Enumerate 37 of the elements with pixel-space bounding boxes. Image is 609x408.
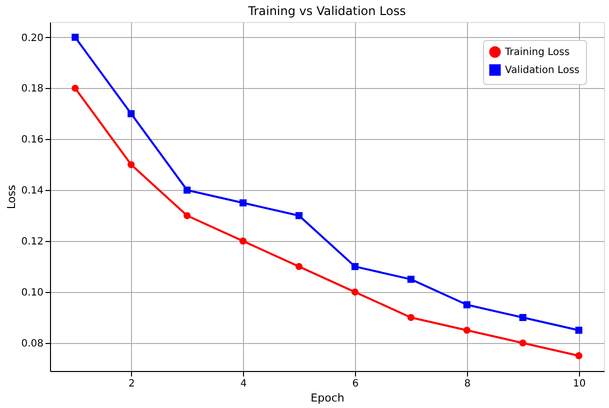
x-tick-label: 4 xyxy=(240,378,247,390)
y-tick-label: 0.14 xyxy=(21,186,44,197)
y-tick-label: 0.20 xyxy=(21,32,44,44)
point xyxy=(351,263,359,270)
y-tick-label: 0.08 xyxy=(21,338,44,350)
point xyxy=(128,110,135,118)
y-tick-label: 0.12 xyxy=(21,236,44,248)
point xyxy=(407,276,414,283)
point xyxy=(519,339,526,347)
point xyxy=(463,301,470,308)
point xyxy=(575,326,582,334)
point xyxy=(407,314,414,322)
y-tick-label: 0.16 xyxy=(21,134,44,146)
point xyxy=(184,186,191,194)
point xyxy=(575,352,582,360)
y-tick-label: 0.18 xyxy=(21,84,44,95)
point xyxy=(72,34,79,41)
x-tick-label: 10 xyxy=(572,378,586,390)
chart-title: Training vs Validation Loss xyxy=(247,4,406,18)
x-tick-label: 6 xyxy=(352,378,359,390)
point xyxy=(295,263,303,270)
point xyxy=(240,199,247,206)
x-tick-label: 8 xyxy=(464,378,471,390)
point xyxy=(72,84,79,92)
point xyxy=(240,238,247,245)
point xyxy=(295,212,303,220)
point xyxy=(463,326,470,334)
y-axis-title: Loss xyxy=(5,184,18,210)
legend-label: Validation Loss xyxy=(505,65,580,76)
point xyxy=(184,212,191,220)
x-axis-title: Epoch xyxy=(310,392,344,404)
legend-label: Training Loss xyxy=(504,47,570,58)
point xyxy=(351,288,359,296)
point xyxy=(128,161,135,168)
y-tick-label: 0.10 xyxy=(21,288,44,299)
x-tick-label: 2 xyxy=(128,378,135,390)
point xyxy=(519,314,526,322)
